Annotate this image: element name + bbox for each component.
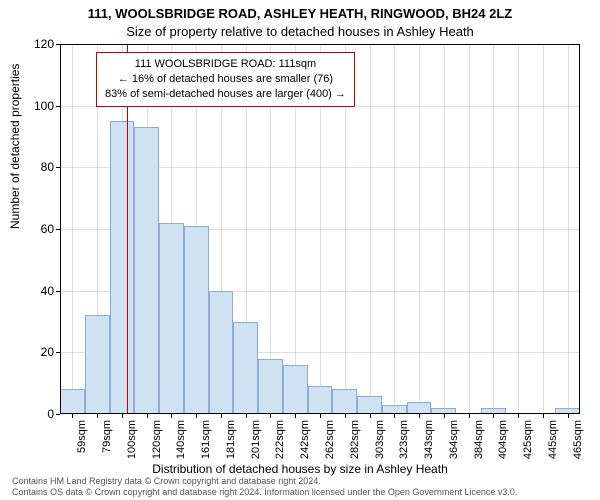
- y-axis-label: Number of detached properties: [8, 64, 22, 229]
- xtick-mark: [270, 414, 271, 418]
- xtick-mark: [568, 414, 569, 418]
- xtick-mark: [72, 414, 73, 418]
- ytick-mark: [56, 291, 60, 292]
- ytick-mark: [56, 167, 60, 168]
- xtick-mark: [345, 414, 346, 418]
- xtick-mark: [295, 414, 296, 418]
- xtick-label: 262sqm: [324, 420, 336, 459]
- x-axis-label: Distribution of detached houses by size …: [0, 462, 600, 476]
- annotation-line3: 83% of semi-detached houses are larger (…: [105, 87, 346, 102]
- xtick-mark: [469, 414, 470, 418]
- xtick-label: 404sqm: [497, 420, 509, 459]
- chart-container: 111, WOOLSBRIDGE ROAD, ASHLEY HEATH, RIN…: [0, 0, 600, 500]
- ytick-label: 0: [14, 407, 54, 421]
- annotation-line2: ← 16% of detached houses are smaller (76…: [105, 72, 346, 87]
- xtick-label: 242sqm: [299, 420, 311, 459]
- xtick-mark: [419, 414, 420, 418]
- xtick-mark: [196, 414, 197, 418]
- xtick-label: 120sqm: [151, 420, 163, 459]
- xtick-label: 364sqm: [448, 420, 460, 459]
- ytick-label: 100: [14, 99, 54, 113]
- xtick-label: 303sqm: [374, 420, 386, 459]
- footer-line2: Contains OS data © Crown copyright and d…: [12, 487, 517, 498]
- xtick-mark: [370, 414, 371, 418]
- xtick-mark: [493, 414, 494, 418]
- xtick-label: 323sqm: [398, 420, 410, 459]
- xtick-mark: [221, 414, 222, 418]
- ytick-label: 40: [14, 284, 54, 298]
- xtick-label: 100sqm: [126, 420, 138, 459]
- ytick-mark: [56, 229, 60, 230]
- annotation-box: 111 WOOLSBRIDGE ROAD: 111sqm ← 16% of de…: [96, 52, 355, 107]
- ytick-mark: [56, 106, 60, 107]
- xtick-label: 445sqm: [547, 420, 559, 459]
- xtick-label: 425sqm: [522, 420, 534, 459]
- ytick-label: 80: [14, 160, 54, 174]
- xtick-mark: [147, 414, 148, 418]
- xtick-mark: [97, 414, 98, 418]
- chart-title-address: 111, WOOLSBRIDGE ROAD, ASHLEY HEATH, RIN…: [0, 6, 600, 21]
- footer-attribution: Contains HM Land Registry data © Crown c…: [12, 476, 517, 498]
- xtick-label: 181sqm: [225, 420, 237, 459]
- ytick-mark: [56, 44, 60, 45]
- xtick-label: 465sqm: [572, 420, 584, 459]
- xtick-label: 222sqm: [274, 420, 286, 459]
- ytick-mark: [56, 352, 60, 353]
- ytick-label: 60: [14, 222, 54, 236]
- xtick-mark: [394, 414, 395, 418]
- chart-title-subtitle: Size of property relative to detached ho…: [0, 24, 600, 39]
- xtick-mark: [171, 414, 172, 418]
- ytick-label: 20: [14, 345, 54, 359]
- xtick-mark: [444, 414, 445, 418]
- xtick-mark: [246, 414, 247, 418]
- xtick-label: 282sqm: [349, 420, 361, 459]
- annotation-line1: 111 WOOLSBRIDGE ROAD: 111sqm: [105, 57, 346, 72]
- ytick-label: 120: [14, 37, 54, 51]
- ytick-mark: [56, 414, 60, 415]
- xtick-label: 79sqm: [101, 420, 113, 453]
- xtick-mark: [320, 414, 321, 418]
- xtick-mark: [518, 414, 519, 418]
- footer-line1: Contains HM Land Registry data © Crown c…: [12, 476, 517, 487]
- xtick-mark: [543, 414, 544, 418]
- xtick-mark: [122, 414, 123, 418]
- xtick-label: 343sqm: [423, 420, 435, 459]
- xtick-label: 384sqm: [473, 420, 485, 459]
- xtick-label: 140sqm: [175, 420, 187, 459]
- xtick-label: 161sqm: [200, 420, 212, 459]
- xtick-label: 201sqm: [250, 420, 262, 459]
- xtick-label: 59sqm: [76, 420, 88, 453]
